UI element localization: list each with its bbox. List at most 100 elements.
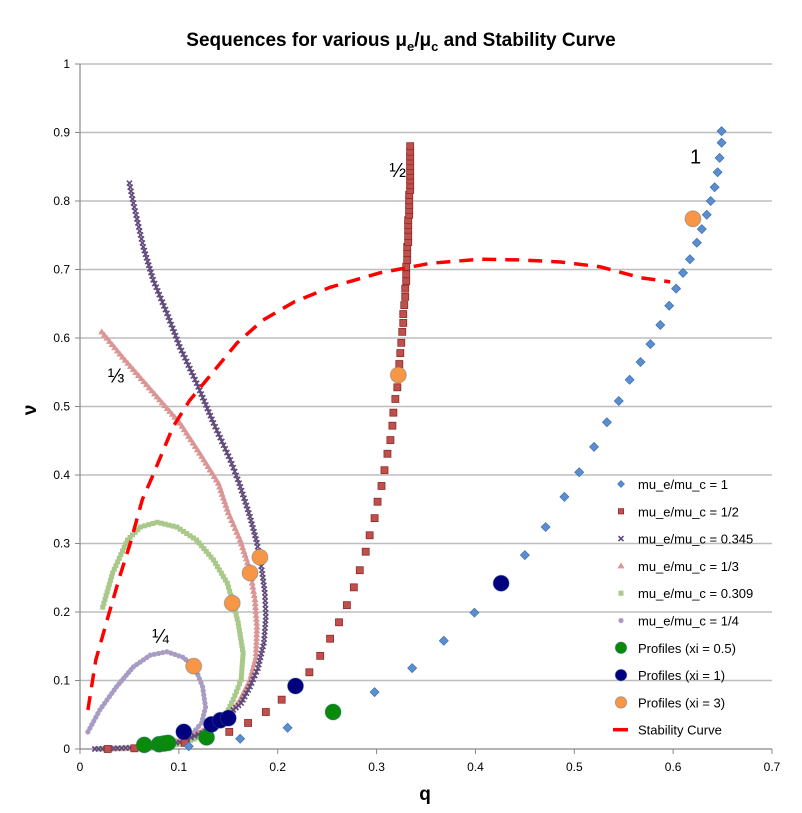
data-point (196, 676, 203, 682)
data-point (287, 677, 305, 695)
data-point (231, 468, 238, 475)
data-point (155, 650, 162, 657)
data-point (148, 387, 156, 394)
data-point (251, 596, 259, 603)
data-point (678, 267, 689, 278)
legend-swatch (617, 562, 625, 569)
data-point (277, 695, 286, 704)
series-9 (86, 257, 671, 711)
legend-swatch (614, 641, 628, 655)
data-point (705, 196, 716, 206)
data-point (241, 693, 248, 700)
data-point (164, 649, 170, 655)
data-point (107, 578, 113, 584)
data-point (153, 284, 160, 291)
data-point (176, 653, 182, 659)
data-point (233, 472, 240, 479)
data-point (403, 256, 412, 264)
data-point (116, 555, 122, 561)
data-point (159, 299, 166, 306)
series-0 (183, 126, 727, 752)
data-point (402, 277, 411, 286)
data-point (168, 650, 174, 656)
data-point (239, 665, 245, 671)
data-point (282, 722, 293, 733)
x-tick-label: 0.7 (764, 760, 781, 774)
data-point (253, 634, 261, 641)
data-point (240, 658, 246, 664)
data-point (238, 639, 244, 645)
data-point (168, 321, 175, 328)
data-point (187, 737, 193, 743)
data-point (407, 663, 418, 674)
data-point (186, 365, 193, 372)
data-point (251, 672, 258, 679)
data-point (202, 704, 209, 710)
data-point (251, 600, 259, 607)
data-point (239, 544, 247, 551)
data-point (163, 310, 171, 317)
data-point (232, 693, 238, 699)
data-point (239, 669, 245, 675)
data-point (202, 700, 208, 706)
data-point (217, 487, 225, 494)
data-point (213, 427, 220, 434)
legend-swatch (618, 617, 624, 624)
data-point (98, 328, 106, 335)
data-point (106, 581, 112, 587)
data-point (180, 528, 186, 534)
data-point (147, 652, 153, 658)
data-point (343, 601, 351, 610)
data-point (228, 592, 234, 598)
data-point (142, 523, 148, 529)
data-point (198, 720, 205, 726)
data-point (399, 310, 408, 318)
data-point (101, 600, 107, 606)
data-point (223, 505, 231, 512)
data-point (222, 577, 228, 583)
data-point (210, 557, 216, 563)
data-point (701, 209, 712, 220)
data-point (176, 343, 183, 350)
legend-label: Profiles (xi = 0.5) (638, 641, 736, 656)
data-point (201, 398, 208, 405)
legend-swatch (614, 696, 628, 709)
data-point (712, 167, 723, 178)
data-point (195, 383, 202, 390)
data-point (232, 608, 238, 614)
data-point (205, 409, 212, 416)
data-point (373, 497, 382, 506)
data-point (222, 445, 229, 452)
data-point (208, 416, 215, 423)
data-point (316, 651, 325, 660)
data-point (105, 585, 111, 591)
data-point (398, 327, 407, 336)
data-point (106, 337, 114, 344)
data-point (246, 683, 254, 690)
data-point (121, 356, 129, 363)
legend: mu_e/mu_c = 1 mu_e/mu_c = 1/2 mu_e/mu_c = … (613, 477, 753, 738)
data-point (370, 514, 379, 523)
data-point (254, 665, 262, 672)
legend-label: mu_e/mu_c = 0.345 (638, 532, 753, 547)
data-point (235, 733, 246, 744)
series-8 (185, 210, 702, 675)
data-point (173, 336, 181, 343)
data-point (243, 690, 250, 697)
data-point (214, 479, 222, 486)
data-point (239, 696, 246, 703)
data-point (104, 589, 110, 595)
data-point (120, 548, 126, 554)
data-point (386, 436, 395, 444)
data-point (540, 522, 551, 533)
data-point (175, 723, 193, 741)
data-point (696, 224, 707, 235)
data-point (113, 347, 121, 354)
axes: 0 0.1 0.2 0.3 0.4 0.5 0.6 0.7 0.8 0.9 1 0 0.1 0.2 0.3 0… (53, 57, 780, 774)
legend-label: Profiles (xi = 3) (638, 695, 725, 710)
data-point (233, 689, 239, 695)
data-point (349, 583, 358, 592)
data-point (102, 597, 108, 603)
data-point (365, 531, 374, 540)
